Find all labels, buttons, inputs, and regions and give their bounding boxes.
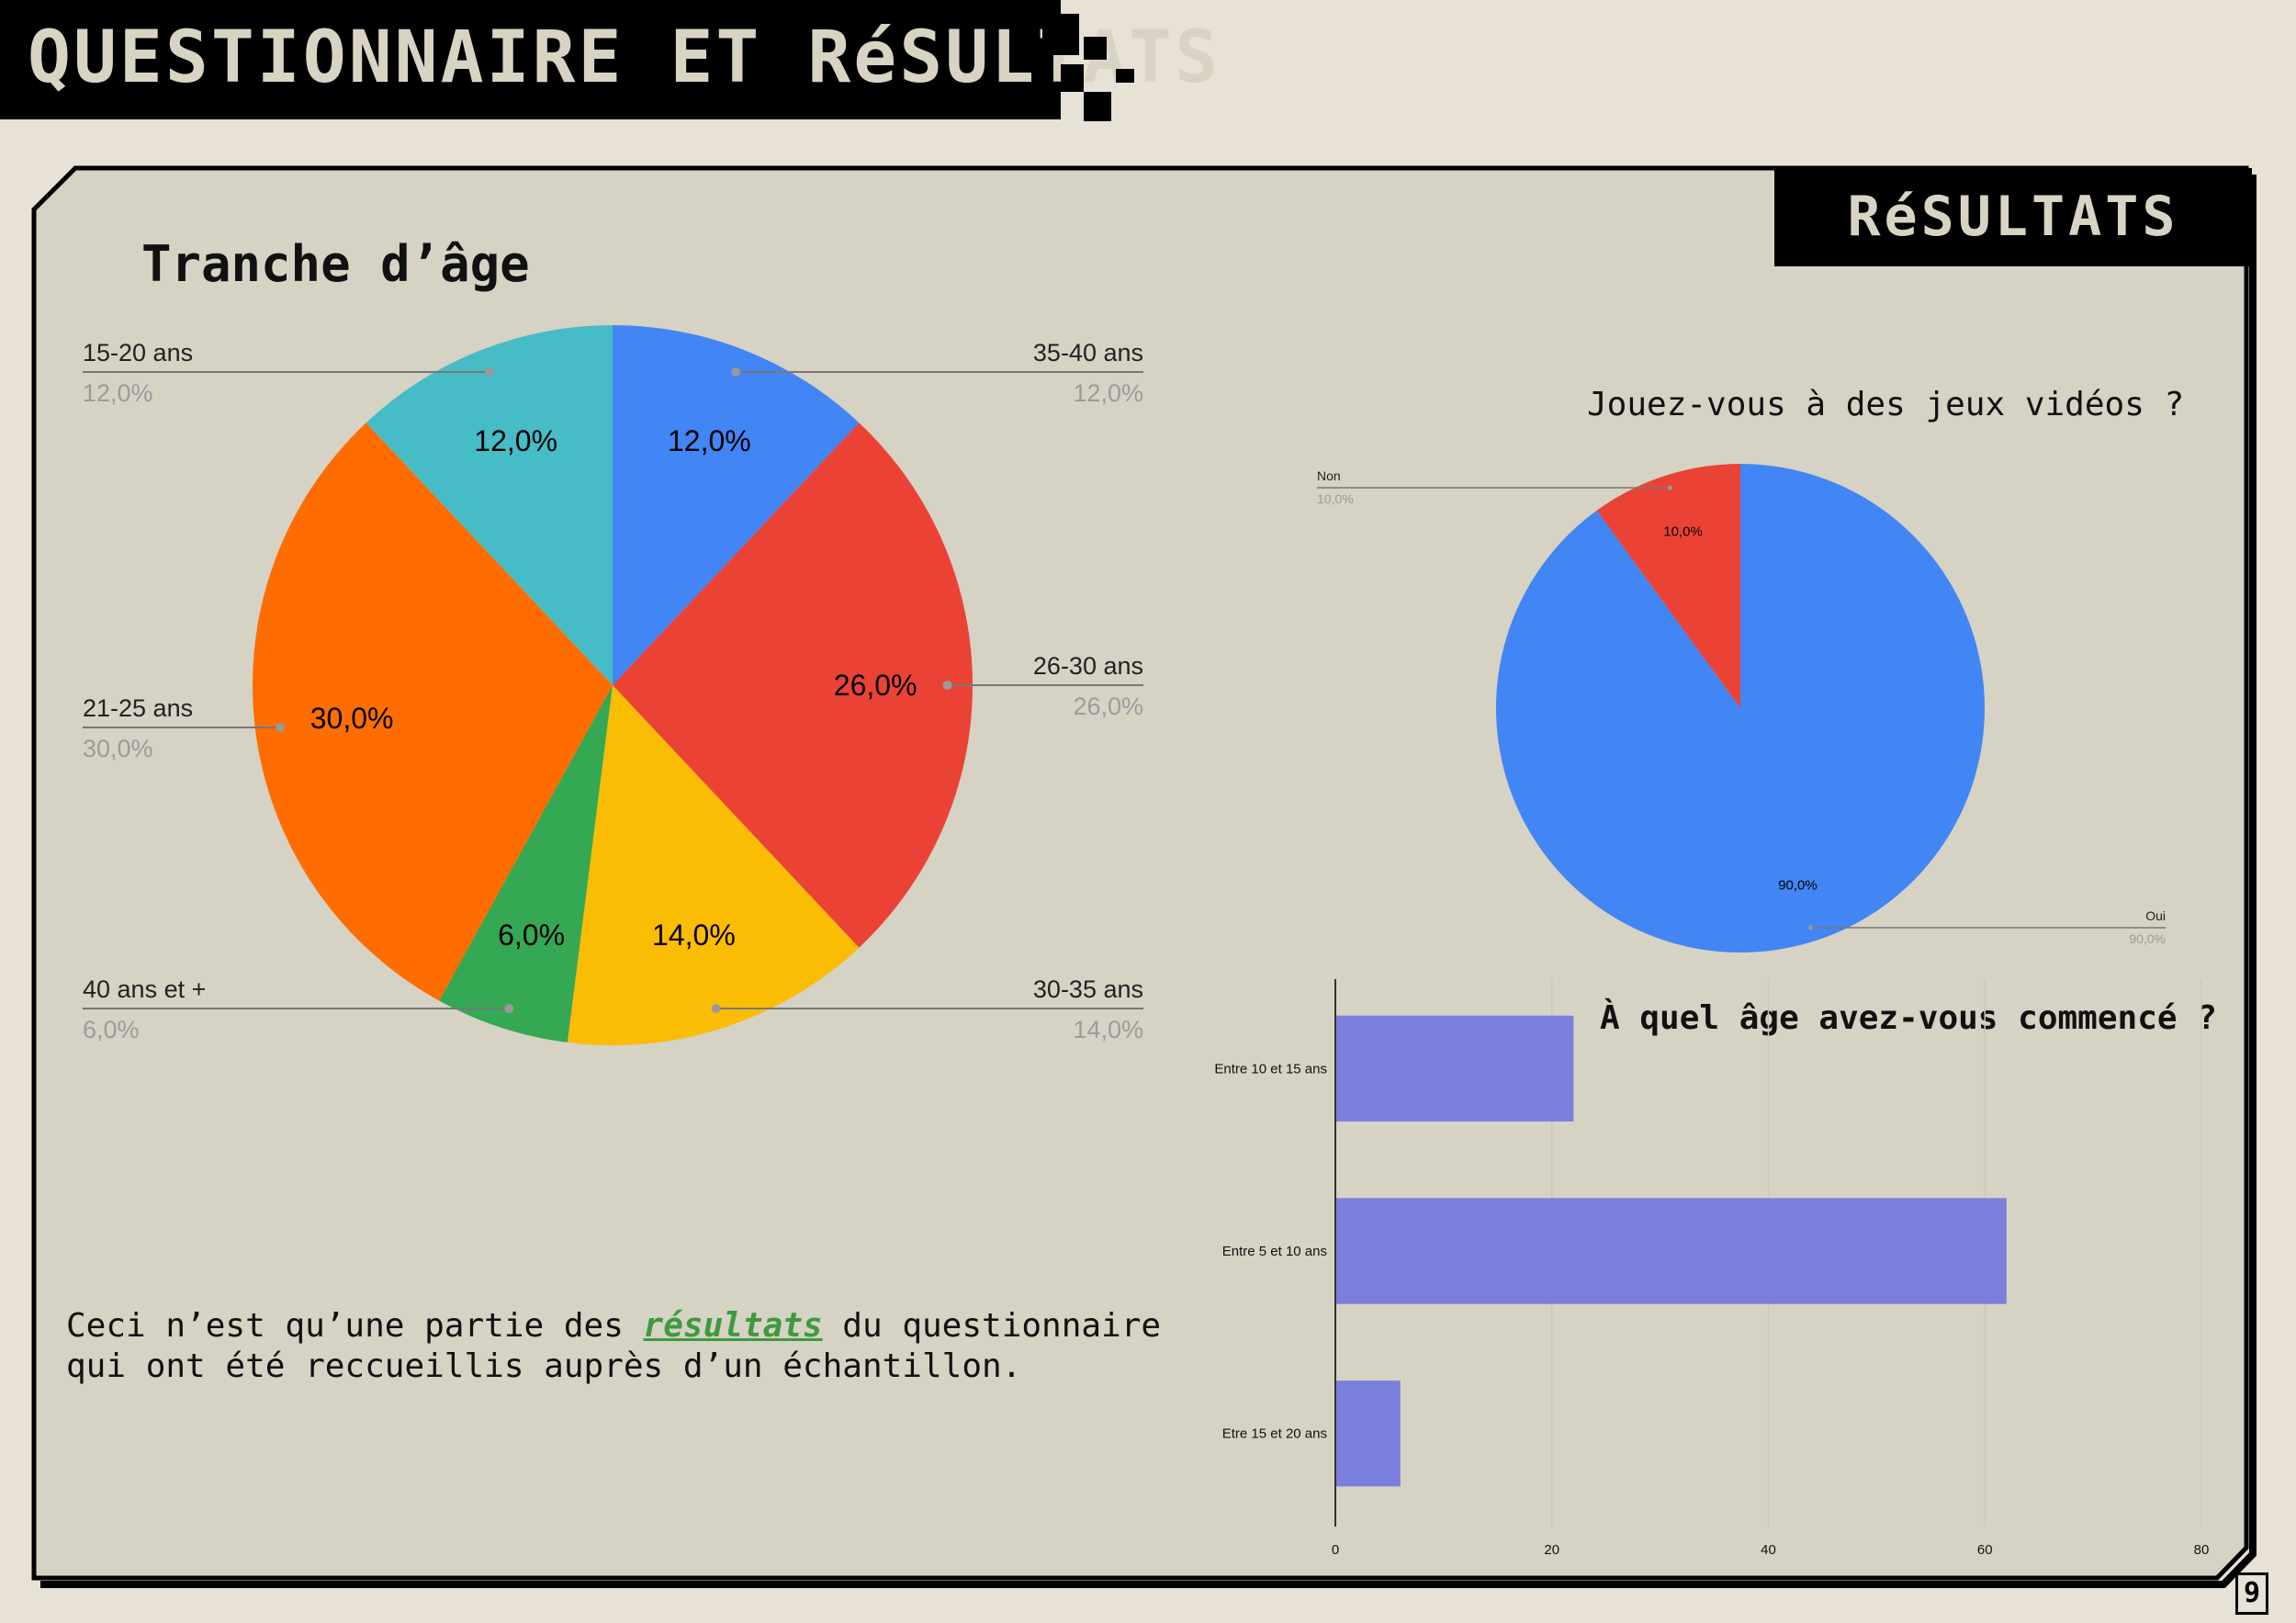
age-callout-category: 21-25 ans xyxy=(83,694,193,722)
age-slice-30-35-ans xyxy=(567,685,860,1045)
age-callout-percent: 26,0% xyxy=(1073,693,1143,720)
age-callout-percent: 12,0% xyxy=(83,379,153,407)
start-chart-heading: À quel âge avez-vous commencé ? xyxy=(1600,999,2217,1037)
note-text-end: du questionnaire xyxy=(822,1307,1162,1345)
bar-category-label: Etre 15 et 20 ans xyxy=(1222,1426,1327,1442)
age-callout-percent: 6,0% xyxy=(83,1016,140,1043)
age-callout-dot xyxy=(276,723,286,732)
page-title: QUESTIONNAIRE ET RéSULTATS xyxy=(28,17,1221,99)
age-callout-category: 26-30 ans xyxy=(1033,652,1143,680)
bar-entre-5-et-10-ans xyxy=(1335,1198,2007,1304)
age-callout-percent: 14,0% xyxy=(1073,1016,1143,1043)
pixel-decoration xyxy=(1061,64,1084,92)
games-callout-percent: 10,0% xyxy=(1317,491,1354,506)
bar-entre-10-et-15-ans xyxy=(1335,1015,1574,1121)
bar-axis-tick: 80 xyxy=(2194,1542,2210,1558)
age-slice-value-label: 30,0% xyxy=(310,702,394,735)
games-slice-value-label: 10,0% xyxy=(1663,524,1703,540)
games-callout-dot xyxy=(1668,485,1673,490)
games-callout-dot xyxy=(1807,925,1813,930)
age-slice-35-40-ans xyxy=(613,325,860,685)
games-chart-heading: Jouez-vous à des jeux vidéos ? xyxy=(1587,386,2185,423)
results-tab-label: RéSULTATS xyxy=(1847,185,2179,249)
pixel-decoration xyxy=(1084,92,1111,121)
bar-axis-tick: 0 xyxy=(1332,1542,1339,1558)
age-slice-21-25-ans xyxy=(252,423,613,1001)
note-highlight: résultats xyxy=(643,1307,823,1345)
age-slice-value-label: 12,0% xyxy=(668,424,751,457)
age-slice-40-ans-et xyxy=(439,685,613,1043)
age-slice-26-30-ans xyxy=(613,423,973,948)
age-callout-dot xyxy=(711,1004,721,1013)
bar-etre-15-et-20-ans xyxy=(1335,1381,1401,1487)
age-callout-dot xyxy=(504,1004,514,1013)
bar-category-label: Entre 10 et 15 ans xyxy=(1214,1061,1327,1076)
pixel-decoration xyxy=(1084,37,1107,60)
age-callout-dot xyxy=(731,367,741,377)
pixel-decoration xyxy=(1042,14,1079,55)
header-bar xyxy=(0,0,1061,119)
age-callout-category: 35-40 ans xyxy=(1033,339,1143,366)
games-slice-value-label: 90,0% xyxy=(1778,877,1818,893)
age-slice-value-label: 12,0% xyxy=(474,424,557,457)
bar-category-label: Entre 5 et 10 ans xyxy=(1222,1244,1327,1259)
age-callout-dot xyxy=(942,681,952,690)
bar-axis-tick: 20 xyxy=(1544,1542,1559,1558)
games-callout-category: Oui xyxy=(2145,908,2166,923)
age-slice-value-label: 6,0% xyxy=(498,919,565,952)
age-callout-percent: 30,0% xyxy=(83,735,153,762)
page-number: 9 xyxy=(2235,1572,2268,1615)
games-slice-non xyxy=(1596,464,1740,708)
pixel-decoration xyxy=(996,0,1029,11)
age-slice-value-label: 26,0% xyxy=(834,669,917,702)
results-note: Ceci n’est qu’une partie des résultats d… xyxy=(66,1306,1161,1387)
results-tab: RéSULTATS xyxy=(1774,168,2252,266)
note-text: Ceci n’est qu’une partie des xyxy=(66,1307,644,1345)
bar-axis-tick: 40 xyxy=(1761,1542,1776,1558)
games-slice-oui xyxy=(1496,464,1986,952)
age-callout-dot xyxy=(484,367,494,377)
age-callout-percent: 12,0% xyxy=(1073,379,1143,407)
age-slice-15-20-ans xyxy=(366,325,613,685)
age-slice-value-label: 14,0% xyxy=(652,919,736,952)
age-callout-category: 15-20 ans xyxy=(83,339,193,366)
age-callout-category: 30-35 ans xyxy=(1033,975,1143,1003)
note-line-1: Ceci n’est qu’une partie des résultats d… xyxy=(66,1306,1161,1347)
games-callout-category: Non xyxy=(1317,468,1341,483)
pixel-decoration xyxy=(1116,69,1134,83)
note-line-2: qui ont été reccueillis auprès d’un écha… xyxy=(66,1347,1022,1385)
age-callout-category: 40 ans et + xyxy=(83,975,206,1003)
bar-axis-tick: 60 xyxy=(1977,1542,1993,1558)
age-chart-heading: Tranche d’âge xyxy=(141,235,530,293)
games-callout-percent: 90,0% xyxy=(2129,931,2166,946)
